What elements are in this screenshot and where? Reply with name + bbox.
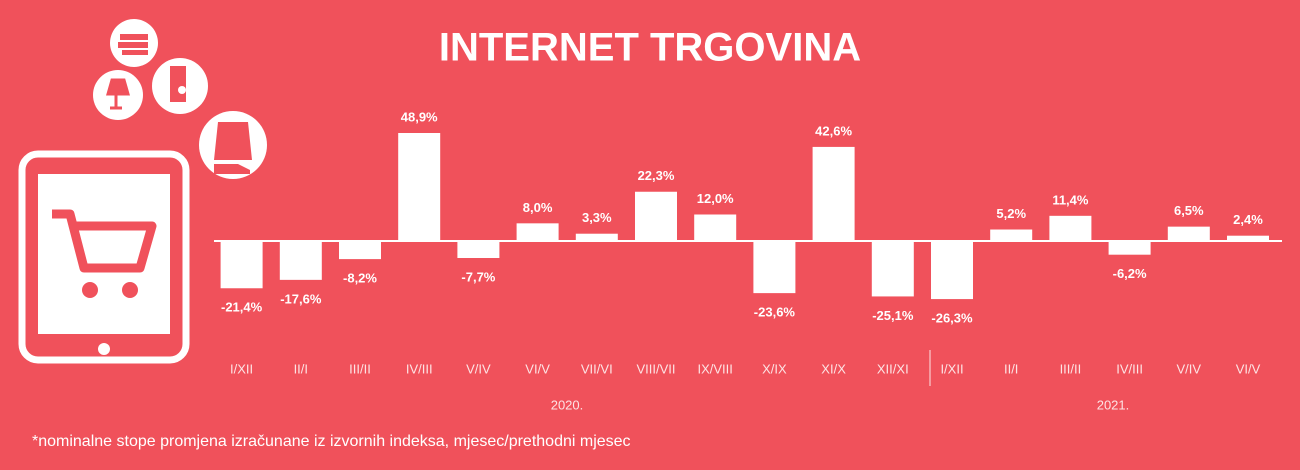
x-tick-label: VII/VI: [581, 361, 613, 376]
x-tick-label: IV/III: [1116, 361, 1143, 376]
x-tick-label: III/II: [349, 361, 371, 376]
x-tick-label: V/IV: [1177, 361, 1202, 376]
x-tick-label: VI/V: [525, 361, 550, 376]
bar: [1167, 226, 1210, 241]
bar: [635, 191, 677, 241]
bar: [1108, 241, 1151, 255]
value-label: -25,1%: [872, 308, 914, 323]
x-tick-label: V/IV: [466, 361, 491, 376]
bar: [516, 223, 559, 241]
bar: [1049, 215, 1092, 241]
value-label: -21,4%: [221, 300, 263, 315]
bar: [220, 241, 263, 289]
x-tick-label: III/II: [1060, 361, 1082, 376]
bar: [457, 241, 500, 259]
product-icons: [93, 19, 267, 179]
value-label: 3,3%: [582, 210, 612, 225]
tablet-icon: [18, 150, 190, 364]
bar: [753, 241, 796, 294]
value-label: 8,0%: [523, 200, 553, 215]
value-label: -6,2%: [1113, 266, 1147, 281]
year-label: 2021.: [1097, 397, 1130, 412]
value-label: 42,6%: [815, 123, 852, 138]
value-label: 5,2%: [996, 206, 1026, 221]
x-tick-label: I/XII: [940, 361, 963, 376]
value-label: 6,5%: [1174, 203, 1204, 218]
x-tick-label: II/I: [294, 361, 308, 376]
value-label: -26,3%: [931, 311, 973, 326]
footnote: *nominalne stope promjena izračunane iz …: [32, 433, 631, 450]
bar: [931, 241, 973, 300]
bar: [1227, 235, 1269, 241]
value-label: -7,7%: [461, 269, 495, 284]
bar: [339, 241, 381, 260]
year-label: 2020.: [551, 397, 584, 412]
bar: [990, 229, 1033, 241]
value-label: -17,6%: [280, 291, 322, 306]
x-tick-label: I/XII: [230, 361, 253, 376]
bar: [575, 233, 618, 241]
value-label: -8,2%: [343, 271, 377, 286]
value-label: 22,3%: [638, 168, 675, 183]
bar: [812, 146, 855, 241]
value-label: 12,0%: [697, 191, 734, 206]
value-label: -23,6%: [754, 305, 796, 320]
bar: [398, 133, 441, 241]
bar: [279, 241, 322, 280]
x-tick-label: II/I: [1004, 361, 1018, 376]
bar: [694, 214, 737, 241]
x-tick-label: VI/V: [1236, 361, 1261, 376]
x-tick-label: XII/XI: [877, 361, 909, 376]
x-tick-label: VIII/VII: [636, 361, 675, 376]
x-tick-label: X/IX: [762, 361, 787, 376]
x-tick-label: IX/VIII: [697, 361, 732, 376]
value-label: 48,9%: [401, 109, 438, 124]
bar: [871, 241, 914, 297]
value-label: 2,4%: [1233, 212, 1263, 227]
x-tick-label: IV/III: [406, 361, 433, 376]
chart-title: INTERNET TRGOVINA: [439, 26, 861, 70]
value-label: 11,4%: [1052, 192, 1089, 207]
x-tick-label: XI/X: [821, 361, 846, 376]
